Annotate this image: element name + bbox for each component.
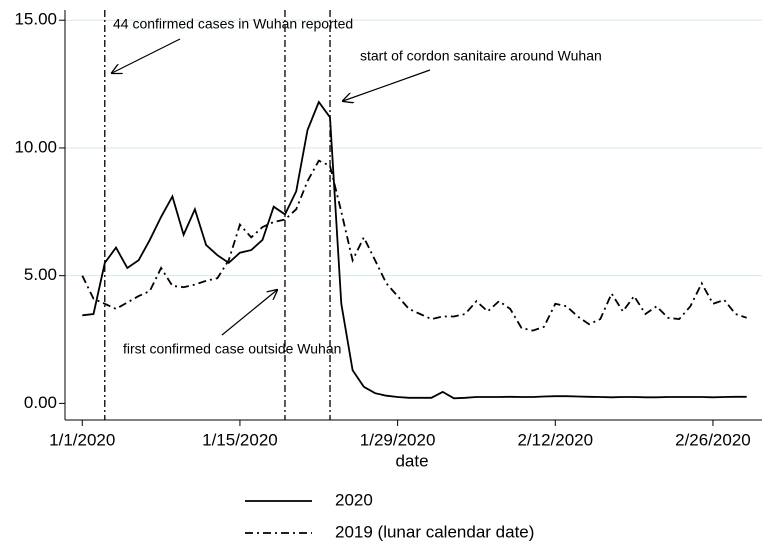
- y-tick-label: 0.00: [24, 393, 57, 412]
- x-tick-label: 2/12/2020: [517, 430, 593, 449]
- series-line: [82, 100, 747, 400]
- annotation-arrow: [343, 69, 431, 101]
- annotation-arrow: [112, 38, 181, 73]
- legend-label: 2020: [335, 490, 373, 509]
- x-axis-label: date: [395, 451, 428, 470]
- series-line: [81, 159, 747, 332]
- y-tick-label: 10.00: [14, 137, 57, 156]
- annotation: start of cordon sanitaire around Wuhan: [360, 48, 602, 64]
- x-tick-label: 2/26/2020: [675, 430, 751, 449]
- x-tick-label: 1/15/2020: [202, 430, 278, 449]
- annotation: first confirmed case outside Wuhan: [123, 341, 341, 357]
- annotation-arrow: [221, 290, 277, 336]
- legend-label: 2019 (lunar calendar date): [335, 522, 534, 541]
- x-tick-label: 1/29/2020: [360, 430, 436, 449]
- y-tick-label: 5.00: [24, 265, 57, 284]
- y-tick-label: 15.00: [14, 10, 57, 29]
- x-tick-label: 1/1/2020: [49, 430, 115, 449]
- annotation: 44 confirmed cases in Wuhan reported: [113, 16, 353, 32]
